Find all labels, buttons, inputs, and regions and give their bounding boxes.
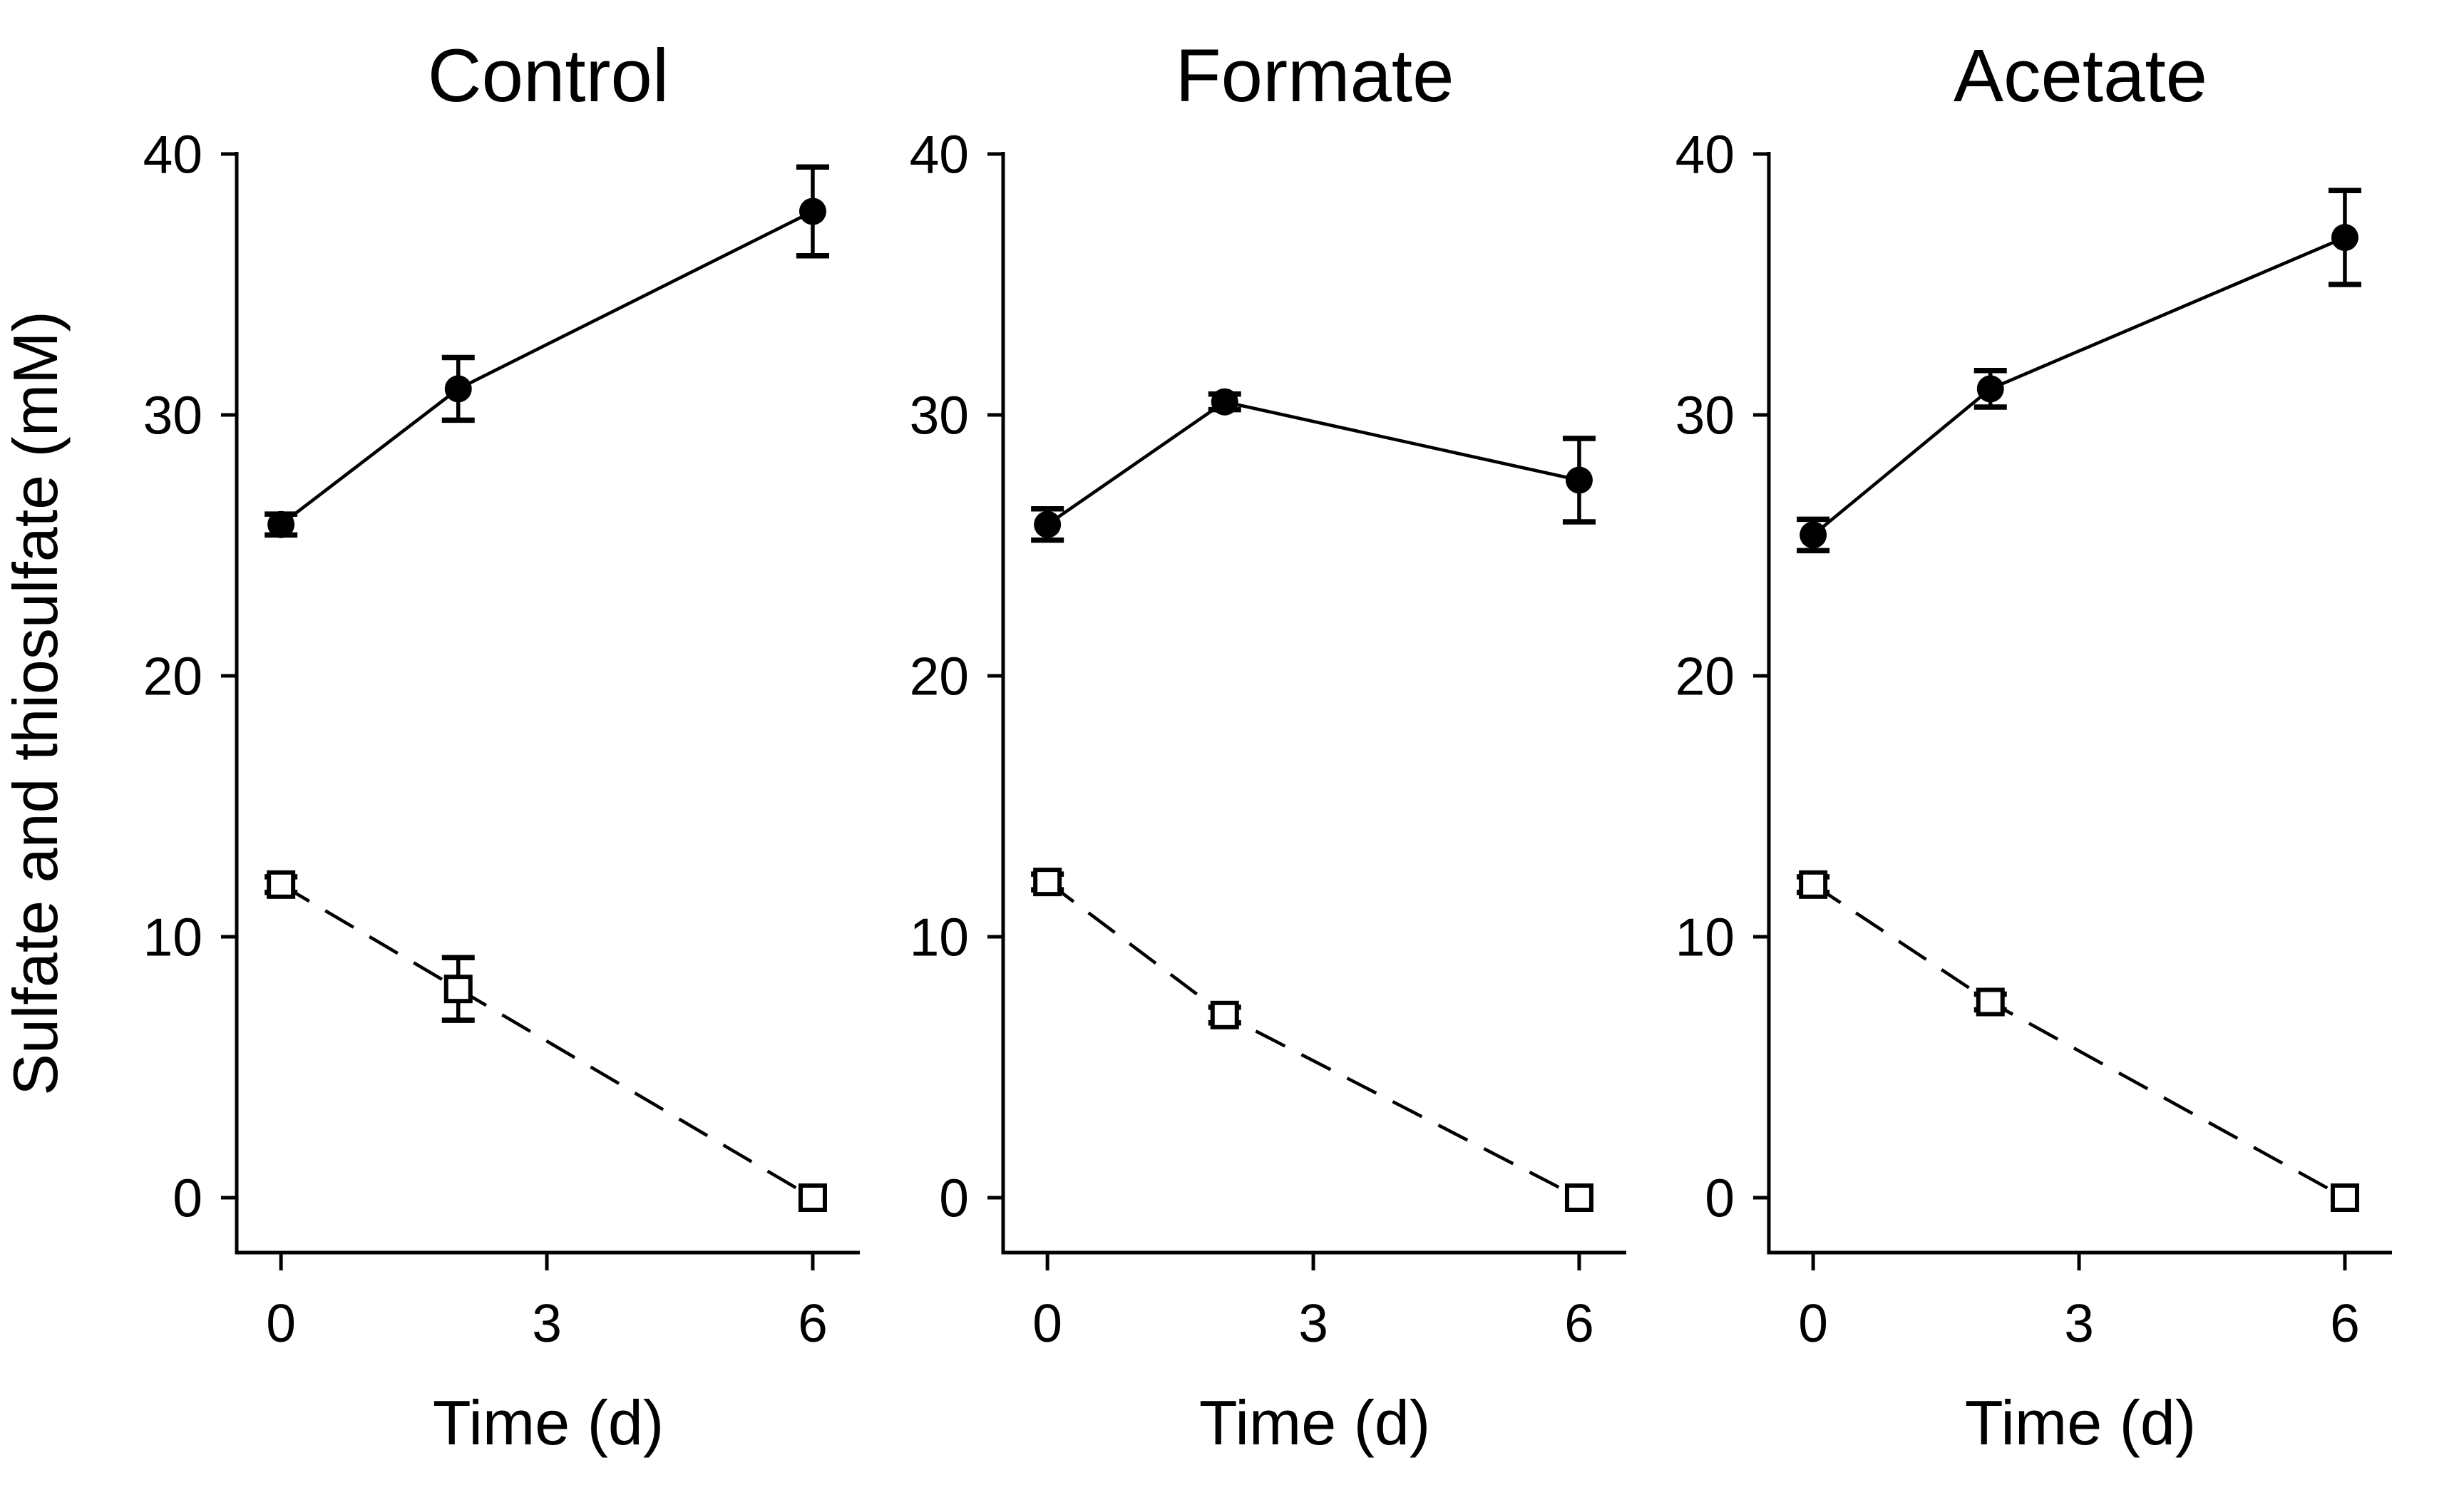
y-tick-label: 20 (910, 646, 969, 706)
x-tick-label: 0 (1798, 1293, 1828, 1353)
filled-circle-marker (1034, 510, 1062, 538)
y-tick-label: 20 (143, 646, 202, 706)
open-square-marker (443, 975, 473, 1004)
open-square-marker (267, 870, 296, 899)
y-tick-label: 30 (1675, 385, 1735, 445)
y-tick-label: 30 (143, 385, 202, 445)
y-tick-label: 10 (910, 907, 969, 967)
open-square-marker (2330, 1183, 2359, 1212)
open-square-marker (1210, 1000, 1239, 1029)
x-tick-label: 6 (1564, 1293, 1594, 1353)
y-axis-label: Sulfate and thiosulfate (mM) (0, 311, 71, 1096)
y-tick-label: 10 (1675, 907, 1735, 967)
filled-circle-marker (1211, 388, 1238, 416)
open-square-marker (1033, 868, 1062, 897)
series-line-dashed (279, 883, 814, 1199)
series-line-solid (279, 210, 813, 526)
series-line-solid (1812, 236, 2346, 537)
filled-circle-marker (2331, 224, 2358, 252)
x-axis-label-acetate: Time (d) (1965, 1387, 2196, 1458)
y-tick-label: 40 (143, 124, 202, 184)
x-tick-label: 3 (2064, 1293, 2094, 1353)
filled-circle-marker (1976, 375, 2004, 403)
series-line-solid (1046, 400, 1580, 526)
x-tick-label: 0 (266, 1293, 296, 1353)
series-thiosulfate (1797, 870, 2359, 1212)
x-tick-label: 6 (2330, 1293, 2360, 1353)
x-tick-label: 3 (532, 1293, 562, 1353)
series-thiosulfate (265, 870, 827, 1212)
y-tick-label: 0 (173, 1168, 202, 1228)
panel-title-formate: Formate (1176, 34, 1454, 118)
x-tick-label: 3 (1298, 1293, 1328, 1353)
panel-formate: Formate 0 10 20 30 40 0 3 6 Time (d) (910, 34, 1626, 1458)
y-tick-label: 10 (143, 907, 202, 967)
y-tick-label: 0 (939, 1168, 969, 1228)
series-sulfate (265, 164, 829, 538)
series-sulfate (1797, 187, 2361, 554)
y-tick-label: 0 (1705, 1168, 1735, 1228)
x-axis-label-formate: Time (d) (1199, 1387, 1430, 1458)
panel-title-acetate: Acetate (1954, 34, 2207, 118)
series-sulfate (1031, 388, 1596, 543)
filled-circle-marker (799, 197, 826, 225)
filled-circle-marker (267, 510, 295, 538)
panel-title-control: Control (428, 34, 669, 118)
open-square-marker (1564, 1183, 1593, 1212)
y-tick-label: 20 (1675, 646, 1735, 706)
open-square-marker (798, 1183, 827, 1212)
open-square-marker (1799, 870, 1828, 899)
series-line-dashed (1812, 883, 2346, 1200)
y-tick-label: 30 (910, 385, 969, 445)
x-tick-label: 0 (1032, 1293, 1062, 1353)
panel-acetate: Acetate 0 10 20 30 40 0 3 6 Time (d) (1675, 34, 2392, 1458)
filled-circle-marker (1800, 521, 1827, 549)
y-tick-label: 40 (1675, 124, 1735, 184)
series-line-dashed (1046, 880, 1581, 1200)
y-tick-label: 40 (910, 124, 969, 184)
series-thiosulfate (1031, 868, 1593, 1212)
panel-control: Control 0 10 20 30 40 0 3 6 Time (d) (143, 34, 860, 1458)
open-square-marker (1976, 987, 2005, 1017)
x-axis-label-control: Time (d) (433, 1387, 664, 1458)
x-tick-label: 6 (798, 1293, 828, 1353)
filled-circle-marker (1565, 466, 1593, 494)
filled-circle-marker (444, 375, 472, 403)
